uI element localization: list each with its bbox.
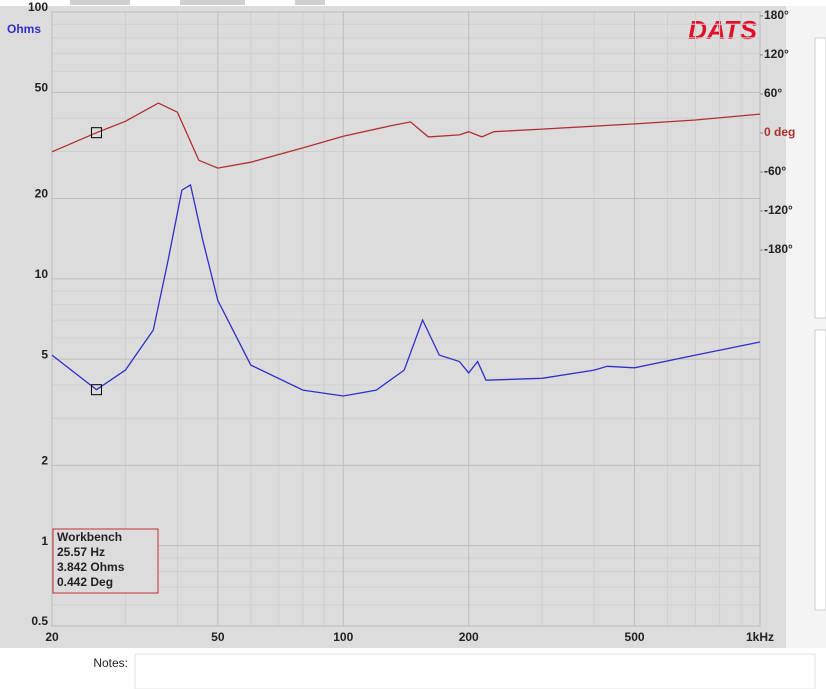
y2-tick-label: -60° [764,164,786,178]
cursor-marker [90,127,102,139]
tab[interactable] [295,0,325,5]
notes-label: Notes: [93,656,128,670]
y-tick-label: 5 [41,347,48,361]
series-line [51,183,761,397]
y2-tick-label: 180° [764,8,789,22]
notes-input[interactable] [134,653,816,689]
series-line [51,102,761,169]
readout-line: Workbench [57,530,122,544]
readout-line: 0.442 Deg [57,575,113,589]
y2-tick-label: 60° [764,86,782,100]
readout-line: 3.842 Ohms [57,560,125,574]
y2-tick-label: 120° [764,47,789,61]
side-box [814,329,826,611]
y-tick-label: 100 [28,0,48,14]
chart-title: DATS [688,15,758,45]
tab-strip [0,0,826,6]
readout-line: 25.57 Hz [57,545,105,559]
y2-tick-label: 0 deg [764,125,795,139]
x-tick-label: 1kHz [746,630,774,644]
x-tick-label: 500 [625,630,645,644]
side-box [814,37,826,319]
y-tick-label: 20 [35,187,49,201]
cursor-marker [90,384,102,396]
y-axis-label: Ohms [7,22,41,36]
y2-tick-label: -120° [764,203,793,217]
x-tick-label: 100 [333,630,353,644]
x-tick-label: 50 [211,630,225,644]
x-tick-label: 20 [45,630,59,644]
y-tick-label: 50 [35,80,49,94]
y-tick-label: 10 [35,267,49,281]
plot-area [51,11,761,627]
tab[interactable] [180,0,245,5]
y-tick-label: 0.5 [31,614,48,628]
y-tick-label: 1 [41,534,48,548]
tab[interactable] [70,0,130,5]
y2-tick-label: -180° [764,242,793,256]
x-tick-label: 200 [459,630,479,644]
readout-box [52,528,159,594]
y-tick-label: 2 [41,454,48,468]
